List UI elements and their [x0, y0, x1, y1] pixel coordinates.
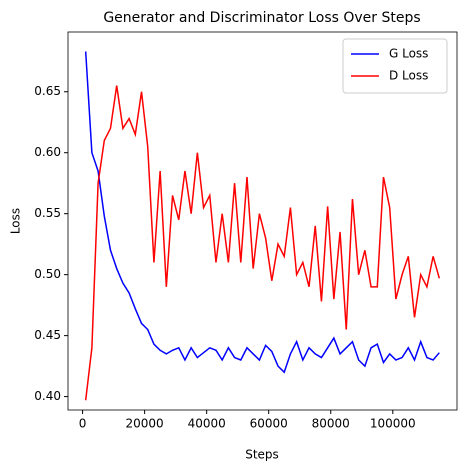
y-tick-label: 0.65	[34, 84, 61, 98]
y-axis-label: Loss	[9, 208, 23, 234]
x-tick-label: 40000	[188, 417, 226, 431]
y-tick-label: 0.55	[34, 206, 61, 220]
chart-title: Generator and Discriminator Loss Over St…	[103, 10, 420, 26]
x-axis-label: Steps	[245, 448, 279, 462]
y-tick-label: 0.50	[34, 267, 61, 281]
x-tick-label: 0	[79, 417, 87, 431]
x-tick-label: 60000	[250, 417, 288, 431]
legend-box	[342, 38, 448, 94]
x-tick-label: 100000	[370, 417, 416, 431]
x-tick-label: 20000	[126, 417, 164, 431]
plot-frame	[67, 31, 458, 411]
y-tick-label: 0.40	[34, 389, 61, 403]
series-line	[84, 51, 440, 374]
legend-label: D Loss	[389, 69, 428, 83]
x-tick-label: 80000	[312, 417, 350, 431]
legend-label: G Loss	[389, 47, 428, 61]
series-line	[84, 85, 441, 401]
y-tick-label: 0.45	[34, 328, 61, 342]
y-tick-label: 0.60	[34, 145, 61, 159]
